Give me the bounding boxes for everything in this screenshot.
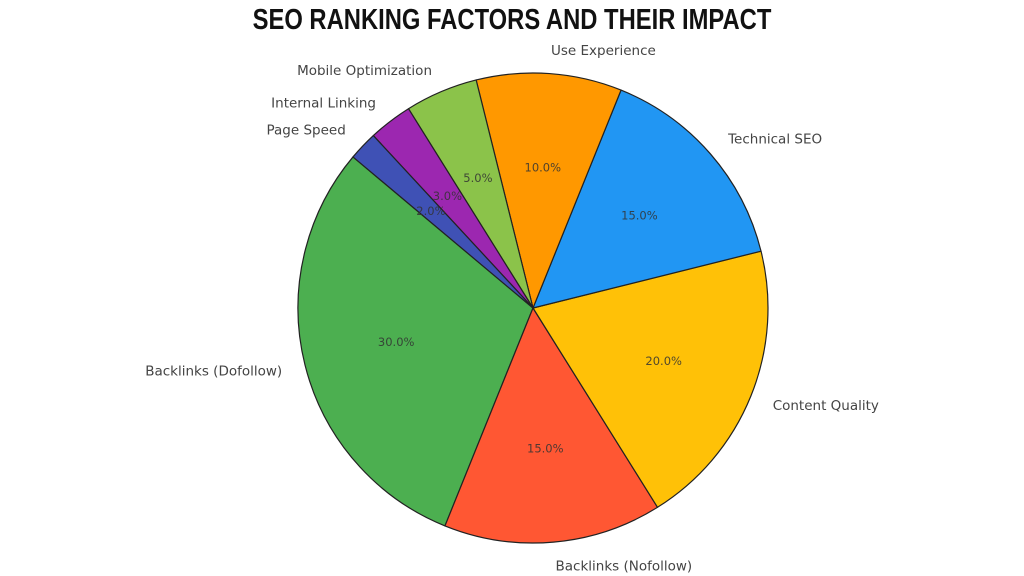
category-labels: Backlinks (Dofollow) Backlinks (Nofollow)… <box>145 43 879 574</box>
category-label: Content Quality <box>773 398 879 414</box>
percent-label: 3.0% <box>433 189 462 203</box>
percent-label: 5.0% <box>463 171 492 185</box>
category-label: Backlinks (Nofollow) <box>556 559 693 575</box>
pie-slice <box>352 134 534 309</box>
pie-slice <box>297 156 534 527</box>
pie-slice <box>475 72 622 309</box>
percent-label: 2.0% <box>416 204 445 218</box>
category-label: Page Speed <box>267 123 346 139</box>
category-label: Use Experience <box>551 43 656 59</box>
category-label: Backlinks (Dofollow) <box>145 364 282 380</box>
pie-slices <box>297 72 769 544</box>
percent-label: 20.0% <box>645 354 682 368</box>
category-label: Technical SEO <box>727 131 822 147</box>
percent-label: 15.0% <box>527 442 564 456</box>
chart-title: SEO RANKING FACTORS AND THEIR IMPACT <box>252 4 772 36</box>
percent-labels: 30.0% 15.0% 20.0% 15.0% 10.0% 5.0%3.0%2.0% <box>378 160 682 455</box>
category-label: Internal Linking <box>271 96 376 112</box>
pie-slice <box>532 89 762 309</box>
pie-slice <box>444 307 659 544</box>
percent-label: 30.0% <box>378 335 415 349</box>
percent-label: 10.0% <box>525 160 562 174</box>
percent-label: 15.0% <box>621 209 658 223</box>
category-label: Mobile Optimization <box>297 63 432 79</box>
pie-slice <box>532 250 769 508</box>
